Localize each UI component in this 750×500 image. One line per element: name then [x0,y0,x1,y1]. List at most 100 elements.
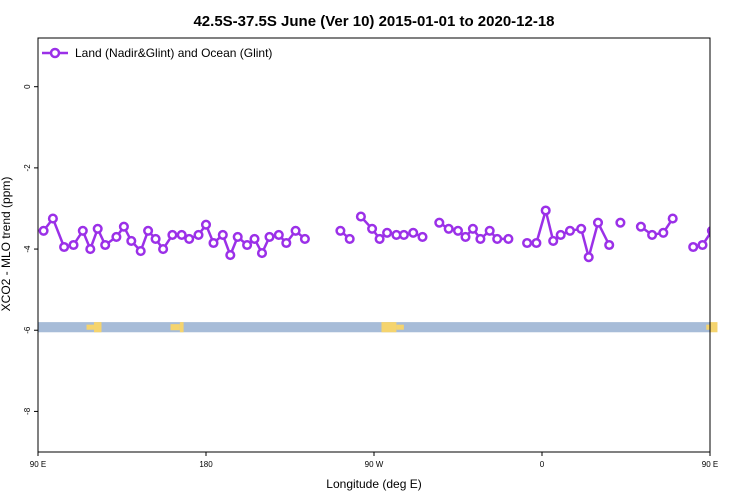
data-point [335,225,346,236]
land-patch [94,322,102,333]
x-axis: 90 E 180 90 W 0 90 E [30,452,718,469]
data-point [126,235,137,246]
data-point [225,250,236,261]
land-patch [396,324,404,330]
data-point [232,231,243,242]
data-point [167,229,178,240]
data-point [452,225,464,236]
y-axis: 0 -2 -4 -6 -8 [23,84,38,415]
data-point [434,217,445,228]
x-tick-label: 90 E [30,460,46,469]
ocean-band [38,322,710,333]
data-point [38,225,49,236]
data-point [697,239,708,251]
plot-area [38,205,750,333]
data-point [522,237,533,249]
data-point [143,225,154,236]
data-point [615,217,626,228]
land-patch [170,324,180,331]
series-0 [38,205,750,263]
data-point [273,229,284,240]
data-point [408,227,419,238]
data-point [118,221,129,232]
data-point [583,252,594,263]
data-point [256,248,268,259]
legend: Land (Nadir&Glint) and Ocean (Glint) [42,46,272,60]
data-point [398,229,409,240]
data-point [467,223,478,234]
series-line [527,209,611,259]
data-point [592,217,604,228]
data-point [355,211,366,222]
data-point [658,227,669,238]
land-patch [710,322,718,333]
data-point [742,231,750,239]
data-point [564,225,576,236]
data-point [281,237,292,249]
data-point [85,244,96,255]
data-point [367,223,378,234]
data-point [217,229,228,240]
data-point [208,237,219,249]
data-point [135,246,146,257]
y-tick-label: -4 [23,245,32,253]
data-point [475,233,486,244]
data-point [374,233,385,244]
data-point [647,229,658,240]
legend-label: Land (Nadir&Glint) and Ocean (Glint) [75,46,272,60]
data-point [723,225,731,233]
data-point [531,237,542,249]
data-point [290,225,301,236]
data-point [540,205,551,216]
data-point [200,219,212,230]
series-line [640,217,674,237]
data-point [732,241,740,249]
data-point [184,233,195,244]
data-point [417,231,428,242]
chart-title: 42.5S-37.5S June (Ver 10) 2015-01-01 to … [193,13,554,30]
data-point [111,231,122,242]
data-point [344,233,355,244]
data-point [604,239,615,251]
data-point [716,245,724,253]
data-point [100,239,111,251]
data-point [492,233,503,244]
data-point [667,213,678,224]
data-point [503,233,514,244]
x-axis-label: Longitude (deg E) [326,477,421,491]
data-point [484,225,495,236]
x-tick-label: 0 [540,460,545,469]
data-point [688,241,699,253]
y-tick-label: -6 [23,326,32,334]
y-tick-label: 0 [23,84,32,89]
data-point [176,229,187,240]
data-point [47,213,58,224]
land-patch [381,322,397,333]
data-point [150,233,161,244]
y-axis-label: XCO2 - MLO trend (ppm) [0,177,13,312]
data-point [68,239,79,251]
data-point [193,229,204,240]
data-point [158,244,169,255]
data-point [249,233,260,244]
data-point [299,233,310,244]
data-point [555,229,566,240]
data-point [242,239,253,251]
data-point [443,223,454,234]
x-tick-label: 180 [199,460,213,469]
data-point [264,231,275,242]
x-tick-label: 90 W [365,460,384,469]
data-point [706,226,710,236]
data-point [92,223,103,234]
data-point [635,221,646,232]
legend-marker [49,47,61,59]
data-point [460,231,471,242]
y-tick-label: -8 [23,407,32,415]
y-tick-label: -2 [23,164,32,172]
data-point [59,241,70,253]
data-point [382,227,393,238]
data-point [77,225,88,236]
land-patch [179,322,184,333]
x-tick-label: 90 E [702,460,718,469]
data-point [576,223,587,234]
